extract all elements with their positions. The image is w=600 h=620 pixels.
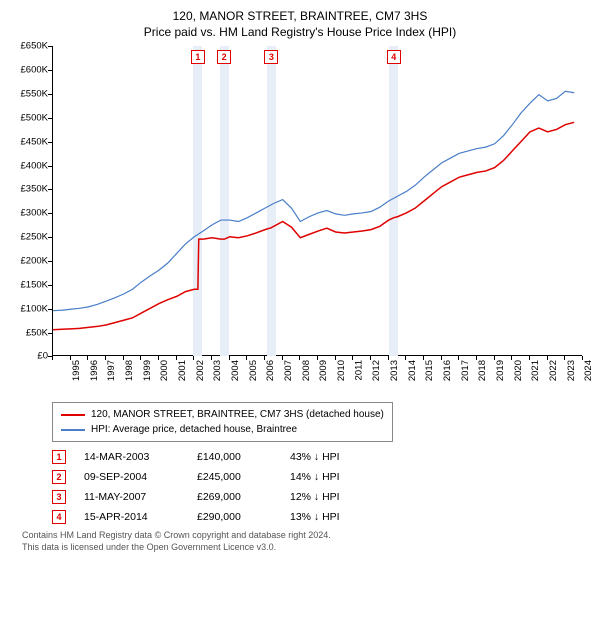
sale-diff: 13% ↓ HPI (290, 511, 370, 523)
x-tick-label: 2022 (548, 360, 559, 381)
x-tick-label: 2001 (177, 360, 188, 381)
x-tick-label: 2002 (195, 360, 206, 381)
legend-label: HPI: Average price, detached house, Brai… (91, 422, 297, 437)
x-tick-label: 2020 (513, 360, 524, 381)
sale-price: £245,000 (197, 471, 272, 483)
y-tick-label: £550K (21, 89, 48, 100)
chart-area: £0 £50K £100K £150K £200K £250K £300K £350K £400… (10, 46, 590, 396)
sale-row: 2 09-SEP-2004 £245,000 14% ↓ HPI (52, 470, 590, 484)
y-tick-label: £200K (21, 255, 48, 266)
y-tick-label: £50K (26, 327, 48, 338)
x-tick-label: 2007 (283, 360, 294, 381)
sale-number-box: 1 (52, 450, 66, 464)
x-tick-label: 2012 (371, 360, 382, 381)
y-tick-label: £0 (37, 351, 48, 362)
y-axis: £0£50K£100K£150K£200K£250K£300K£350K£400… (10, 46, 52, 356)
chart-title: 120, MANOR STREET, BRAINTREE, CM7 3HS Pr… (10, 8, 590, 40)
x-tick-label: 2021 (530, 360, 541, 381)
legend: 120, MANOR STREET, BRAINTREE, CM7 3HS (d… (52, 402, 393, 442)
x-tick-label: 2009 (318, 360, 329, 381)
x-tick-label: 1996 (89, 360, 100, 381)
series-hpi (53, 92, 574, 311)
x-tick-label: 2017 (460, 360, 471, 381)
x-tick-label: 1999 (142, 360, 153, 381)
y-tick-label: £250K (21, 232, 48, 243)
y-tick-label: £400K (21, 160, 48, 171)
sales-table: 1 14-MAR-2003 £140,000 43% ↓ HPI 2 09-SEP-200… (52, 450, 590, 524)
legend-label: 120, MANOR STREET, BRAINTREE, CM7 3HS (d… (91, 407, 384, 422)
y-tick-label: £300K (21, 208, 48, 219)
sale-date: 15-APR-2014 (84, 511, 179, 523)
x-tick-label: 2005 (248, 360, 259, 381)
y-tick-label: £650K (21, 41, 48, 52)
legend-swatch (61, 414, 85, 416)
x-tick-label: 2006 (265, 360, 276, 381)
x-tick-label: 2013 (389, 360, 400, 381)
x-tick-label: 2024 (583, 360, 594, 381)
sale-price: £290,000 (197, 511, 272, 523)
chart-container: 120, MANOR STREET, BRAINTREE, CM7 3HS Pr… (0, 0, 600, 620)
title-line2: Price paid vs. HM Land Registry's House … (10, 24, 590, 40)
x-tick-label: 2008 (301, 360, 312, 381)
legend-item: HPI: Average price, detached house, Brai… (61, 422, 384, 437)
title-line1: 120, MANOR STREET, BRAINTREE, CM7 3HS (10, 8, 590, 24)
sale-marker: 2 (217, 50, 231, 64)
sale-row: 3 11-MAY-2007 £269,000 12% ↓ HPI (52, 490, 590, 504)
x-tick-label: 2019 (495, 360, 506, 381)
x-tick-label: 2016 (442, 360, 453, 381)
y-tick-label: £450K (21, 136, 48, 147)
x-tick-label: 2014 (407, 360, 418, 381)
x-tick-label: 1998 (124, 360, 135, 381)
x-tick-label: 2015 (424, 360, 435, 381)
sale-diff: 12% ↓ HPI (290, 491, 370, 503)
y-tick-label: £500K (21, 112, 48, 123)
y-tick-label: £100K (21, 303, 48, 314)
x-tick-label: 2004 (230, 360, 241, 381)
footer-line2: This data is licensed under the Open Gov… (22, 542, 590, 554)
x-tick-label: 1997 (106, 360, 117, 381)
y-tick-label: £600K (21, 65, 48, 76)
sale-number-box: 4 (52, 510, 66, 524)
sale-date: 14-MAR-2003 (84, 451, 179, 463)
sale-number-box: 2 (52, 470, 66, 484)
line-svg (53, 46, 583, 356)
sale-price: £269,000 (197, 491, 272, 503)
x-tick-label: 2023 (566, 360, 577, 381)
plot-region: 12 3 4 (52, 46, 582, 356)
series-property (53, 123, 574, 330)
sale-number-box: 3 (52, 490, 66, 504)
sale-price: £140,000 (197, 451, 272, 463)
sale-row: 4 15-APR-2014 £290,000 13% ↓ HPI (52, 510, 590, 524)
x-axis: 1995 1996 1997 1998 1999 2000 2001 2002 2003 2004… (52, 356, 582, 396)
x-tick-label: 2000 (159, 360, 170, 381)
sale-marker: 3 (264, 50, 278, 64)
x-tick-label: 2011 (353, 360, 364, 380)
sale-date: 09-SEP-2004 (84, 471, 179, 483)
sale-row: 1 14-MAR-2003 £140,000 43% ↓ HPI (52, 450, 590, 464)
legend-swatch (61, 429, 85, 431)
sale-diff: 43% ↓ HPI (290, 451, 370, 463)
sale-date: 11-MAY-2007 (84, 491, 179, 503)
y-tick-label: £150K (21, 279, 48, 290)
x-tick-label: 1995 (71, 360, 82, 381)
x-tick-label: 2010 (336, 360, 347, 381)
x-tick-label: 2018 (477, 360, 488, 381)
sale-marker: 4 (387, 50, 401, 64)
footer-line1: Contains HM Land Registry data © Crown c… (22, 530, 590, 542)
sale-marker: 1 (191, 50, 205, 64)
sale-diff: 14% ↓ HPI (290, 471, 370, 483)
footer: Contains HM Land Registry data © Crown c… (22, 530, 590, 553)
y-tick-label: £350K (21, 184, 48, 195)
legend-item: 120, MANOR STREET, BRAINTREE, CM7 3HS (d… (61, 407, 384, 422)
x-tick-label: 2003 (212, 360, 223, 381)
